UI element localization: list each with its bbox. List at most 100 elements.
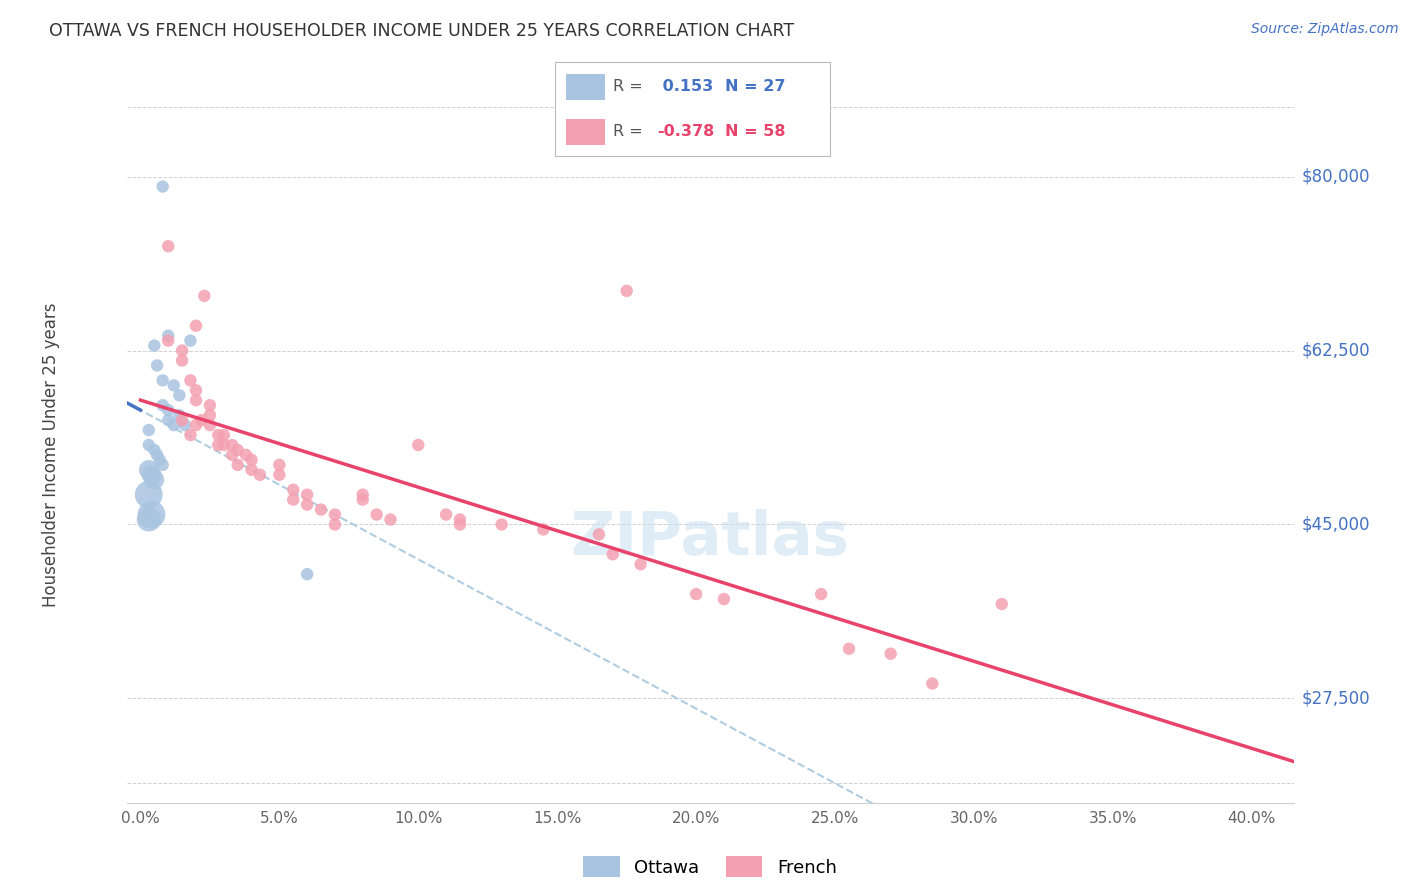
Point <box>190 413 212 427</box>
Point <box>249 467 271 482</box>
Point <box>221 438 243 452</box>
Point <box>172 413 194 427</box>
Point <box>172 343 194 358</box>
Point <box>602 547 624 561</box>
Point <box>184 384 207 398</box>
Point <box>295 498 318 512</box>
Point <box>184 318 207 333</box>
Point <box>323 508 346 522</box>
Bar <box>567 119 605 145</box>
Point <box>713 592 735 607</box>
Point <box>169 388 191 402</box>
Point <box>179 428 201 442</box>
Text: -0.378: -0.378 <box>657 124 714 139</box>
Point <box>380 512 402 526</box>
Point <box>269 458 291 472</box>
Text: $80,000: $80,000 <box>1302 168 1371 186</box>
Point <box>352 488 374 502</box>
Text: R =: R = <box>613 124 643 139</box>
Text: R =: R = <box>613 78 643 94</box>
Text: $62,500: $62,500 <box>1302 342 1371 359</box>
Legend: Ottawa, French: Ottawa, French <box>576 849 844 884</box>
Point <box>157 328 180 343</box>
Point <box>174 418 197 433</box>
Text: N = 27: N = 27 <box>725 78 786 94</box>
Point <box>269 467 291 482</box>
Point <box>235 448 257 462</box>
Point <box>212 428 235 442</box>
Text: $27,500: $27,500 <box>1302 690 1371 707</box>
Point <box>138 438 160 452</box>
Point <box>184 418 207 433</box>
Point <box>157 403 180 417</box>
Point <box>146 359 169 373</box>
Point <box>990 597 1012 611</box>
Point <box>240 453 263 467</box>
Point <box>138 463 160 477</box>
Point <box>531 523 554 537</box>
Point <box>138 423 160 437</box>
Text: 0.153: 0.153 <box>657 78 713 94</box>
Point <box>179 373 201 387</box>
Point <box>207 428 229 442</box>
Point <box>157 413 180 427</box>
Point <box>169 408 191 422</box>
Point <box>152 179 174 194</box>
Point <box>240 463 263 477</box>
Point <box>879 647 901 661</box>
Point <box>143 338 166 352</box>
Point <box>198 408 221 422</box>
Point <box>295 488 318 502</box>
Point <box>163 418 186 433</box>
Point <box>283 492 305 507</box>
Point <box>172 353 194 368</box>
Point <box>198 398 221 412</box>
Point <box>295 567 318 582</box>
Text: OTTAWA VS FRENCH HOUSEHOLDER INCOME UNDER 25 YEARS CORRELATION CHART: OTTAWA VS FRENCH HOUSEHOLDER INCOME UNDE… <box>49 22 794 40</box>
Text: N = 58: N = 58 <box>725 124 786 139</box>
Point <box>152 458 174 472</box>
Point <box>352 492 374 507</box>
Point <box>630 558 652 572</box>
Point <box>152 398 174 412</box>
Point <box>921 676 943 690</box>
Point <box>449 517 471 532</box>
Point <box>163 378 186 392</box>
Point <box>366 508 388 522</box>
Point <box>685 587 707 601</box>
Point <box>226 442 249 457</box>
Point <box>491 517 513 532</box>
Point <box>193 289 215 303</box>
Point <box>434 508 457 522</box>
Point <box>152 373 174 387</box>
Point <box>283 483 305 497</box>
Point <box>212 438 235 452</box>
Point <box>143 473 166 487</box>
Point <box>141 508 163 522</box>
Point <box>449 512 471 526</box>
Bar <box>567 74 605 100</box>
Text: Source: ZipAtlas.com: Source: ZipAtlas.com <box>1251 22 1399 37</box>
Text: Householder Income Under 25 years: Householder Income Under 25 years <box>42 302 59 607</box>
Point <box>138 512 160 526</box>
Point <box>408 438 430 452</box>
Point <box>141 467 163 482</box>
Point <box>221 448 243 462</box>
Point <box>138 488 160 502</box>
Point <box>616 284 638 298</box>
Point <box>149 453 172 467</box>
Point <box>810 587 832 601</box>
Text: ZIPatlas: ZIPatlas <box>571 509 849 568</box>
Text: $45,000: $45,000 <box>1302 516 1371 533</box>
Point <box>309 502 332 516</box>
Point <box>146 448 169 462</box>
Point <box>198 418 221 433</box>
Point <box>207 438 229 452</box>
Point <box>838 641 860 656</box>
Point <box>179 334 201 348</box>
Point <box>143 442 166 457</box>
Point <box>588 527 610 541</box>
Point <box>184 393 207 408</box>
Point <box>323 517 346 532</box>
Point <box>157 334 180 348</box>
